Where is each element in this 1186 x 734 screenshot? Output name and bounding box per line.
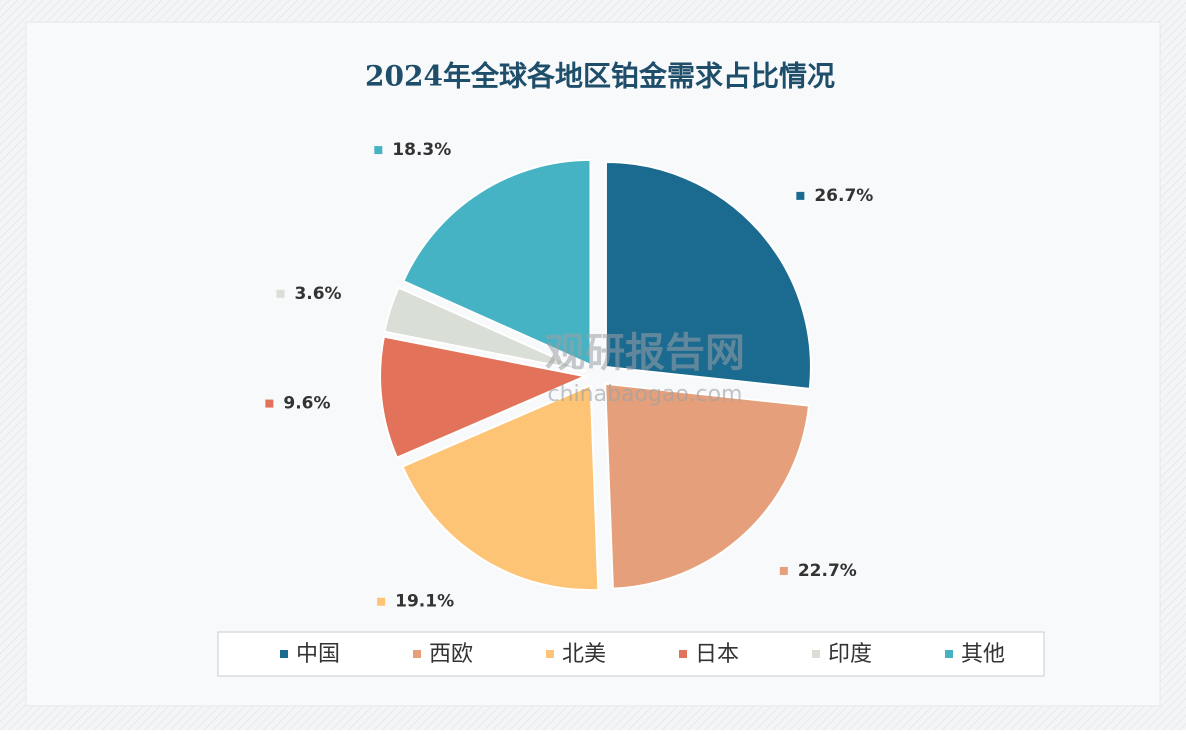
legend-label: 西欧	[429, 642, 473, 667]
data-label: 18.3%	[392, 140, 451, 160]
legend-marker	[945, 650, 953, 658]
legend-box	[217, 631, 1045, 677]
label-marker	[779, 566, 788, 575]
panel	[25, 21, 1161, 707]
pie-slice	[604, 160, 812, 390]
legend-label: 北美	[562, 642, 606, 667]
legend-label: 中国	[296, 642, 340, 667]
legend-label: 印度	[828, 642, 872, 667]
label-marker	[796, 191, 805, 200]
data-label: 3.6%	[294, 284, 341, 304]
data-label: 26.7%	[814, 186, 873, 206]
legend-marker	[413, 650, 421, 658]
legend-marker	[812, 650, 820, 658]
pie-slice	[401, 383, 600, 592]
data-label: 19.1%	[395, 592, 454, 612]
pie-slice	[402, 158, 592, 367]
pie-slice	[379, 335, 589, 460]
label-marker	[276, 289, 285, 298]
legend-label: 日本	[695, 642, 739, 667]
pie-slice	[383, 286, 586, 373]
label-marker	[374, 146, 383, 155]
legend-marker	[280, 650, 288, 658]
data-label: 22.7%	[798, 561, 857, 581]
legend-label: 其他	[961, 642, 1005, 667]
legend-marker	[679, 650, 687, 658]
chart-title: 2024年全球各地区铂金需求占比情况	[365, 60, 835, 93]
legend-marker	[546, 650, 554, 658]
watermark-url: chinabaogao.com	[548, 382, 743, 407]
label-marker	[377, 597, 386, 606]
data-label: 9.6%	[283, 394, 330, 414]
label-marker	[265, 399, 274, 408]
watermark-name: 观研报告网	[545, 330, 745, 376]
pie-slice	[604, 382, 811, 590]
